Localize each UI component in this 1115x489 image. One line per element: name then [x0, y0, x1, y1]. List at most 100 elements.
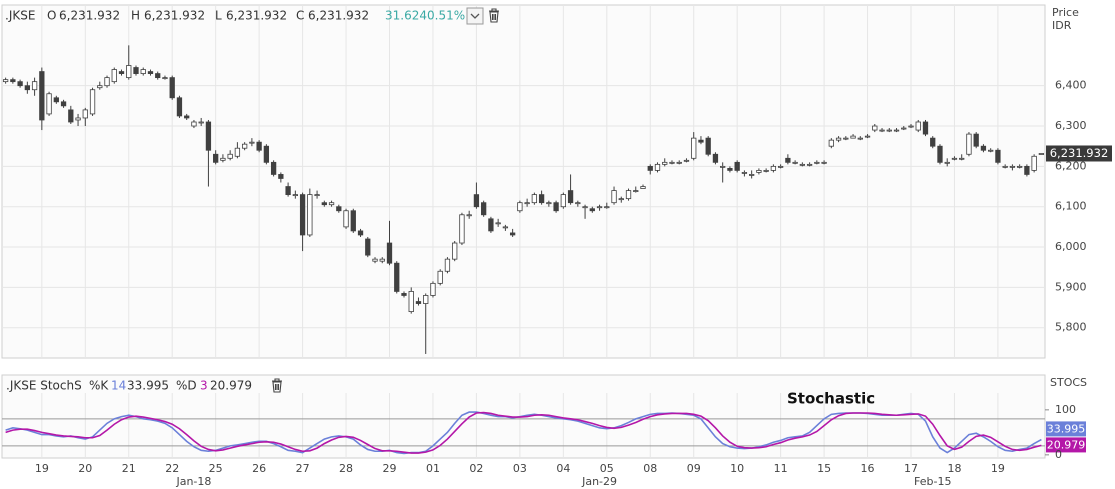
candle-body — [10, 79, 16, 83]
x-tick-label: 22 — [165, 462, 179, 475]
candle-body — [1017, 165, 1023, 168]
candle-body — [401, 293, 407, 296]
candle-body — [980, 145, 987, 151]
x-tick-label: 18 — [947, 462, 961, 475]
candle-body — [944, 161, 950, 164]
candle-body — [683, 159, 690, 162]
candle-body — [198, 121, 204, 124]
delete-icon[interactable] — [489, 8, 499, 23]
candle-body — [89, 89, 96, 115]
price-tag — [1046, 145, 1112, 162]
x-group-label: Jan-29 — [581, 475, 617, 488]
candle-body — [263, 145, 270, 163]
trash[interactable] — [489, 8, 499, 23]
candle-body — [604, 206, 610, 209]
x-tick-label: 05 — [600, 462, 614, 475]
candle-body — [538, 194, 545, 204]
candle-body — [365, 238, 371, 256]
delete-icon[interactable] — [272, 378, 282, 393]
candle-body — [488, 218, 494, 232]
candle-body — [893, 129, 900, 132]
candle-body — [17, 81, 23, 87]
candle-body — [959, 157, 965, 160]
candle-body — [437, 270, 443, 284]
y-tick-label: 0 — [1055, 448, 1062, 461]
x-tick-label: 01 — [426, 462, 440, 475]
candle-body — [24, 85, 30, 91]
candle-body — [814, 161, 820, 164]
y-tick-label: 5,900 — [1055, 280, 1087, 293]
candle-body — [864, 135, 871, 138]
candle-body — [321, 202, 327, 206]
candle-body — [821, 161, 827, 164]
candle-body — [466, 214, 472, 217]
candle-body — [951, 157, 958, 160]
candle-body — [654, 163, 661, 171]
legend-value: 33.995 — [127, 379, 169, 393]
x-tick-label: 29 — [383, 462, 397, 475]
candle-body — [357, 230, 364, 236]
candle-body — [31, 81, 38, 91]
candle-body — [372, 258, 378, 262]
x-tick-label: 17 — [904, 462, 918, 475]
marks — [2, 45, 1112, 455]
dropdown-box[interactable] — [466, 7, 484, 25]
candle-body — [452, 242, 458, 260]
field-value: 6,231.932 — [59, 9, 120, 23]
candle-body — [379, 258, 385, 262]
candle-body — [495, 222, 501, 225]
candle-body — [415, 301, 422, 304]
annotation: Stochastic — [787, 390, 875, 408]
candle-body — [546, 202, 552, 205]
labels: .JKSE O 6,231.932 H 6,231.932 L 6,231.93… — [5, 6, 1108, 488]
candle-body — [937, 145, 943, 163]
y-tick-label: 6,400 — [1055, 79, 1087, 92]
x-tick-label: 25 — [209, 462, 223, 475]
candle-body — [1002, 165, 1008, 168]
price-tag-label: 6,231.932 — [1050, 146, 1109, 160]
candle-body — [350, 210, 356, 232]
y-axis-title: STOCS — [1050, 376, 1087, 389]
candle-body — [162, 77, 168, 80]
candle-body — [886, 129, 892, 132]
candle-body — [169, 77, 175, 99]
legend-period: 14 — [111, 379, 126, 393]
candle-body — [39, 71, 45, 121]
candle-body — [118, 71, 125, 74]
candle-body — [966, 133, 972, 155]
candle-body — [343, 210, 349, 228]
y-tick-label: 5,800 — [1055, 321, 1087, 334]
candle-body — [249, 141, 255, 144]
legend-entry: %K — [89, 379, 109, 393]
x-group-label: Feb-15 — [914, 475, 951, 488]
candle-body — [741, 172, 748, 174]
candle-body — [712, 153, 719, 163]
candle-body — [792, 161, 798, 164]
candle-body — [473, 194, 480, 208]
value-tag — [1046, 421, 1086, 437]
dropdown-chevron — [470, 13, 480, 19]
x-tick-label: 27 — [296, 462, 310, 475]
candle-body — [270, 161, 277, 175]
trash[interactable] — [272, 378, 282, 393]
candle-body — [633, 190, 639, 192]
x-tick-label: 16 — [861, 462, 875, 475]
candle-body — [1009, 165, 1016, 168]
x-tick-label: 15 — [817, 462, 831, 475]
candle-body — [126, 65, 132, 79]
candle-body — [524, 202, 530, 205]
candle-body — [647, 165, 653, 171]
candle-body — [1024, 165, 1030, 175]
legend-period: 3 — [200, 379, 208, 393]
candle-body — [705, 137, 711, 155]
candle-body — [68, 109, 74, 123]
candle-body — [1038, 153, 1045, 155]
candle-body — [828, 139, 834, 147]
candle-body — [806, 163, 813, 166]
dropdown-button[interactable] — [466, 7, 484, 25]
candle-body — [669, 161, 675, 164]
grid — [2, 5, 1049, 458]
candle-body — [241, 143, 248, 149]
candle-body — [285, 186, 291, 196]
